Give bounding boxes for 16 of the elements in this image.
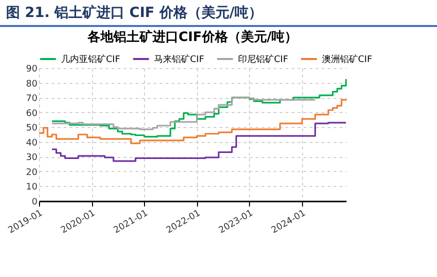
y-tick-label: 20 xyxy=(26,168,38,178)
legend-label: 几内亚铝矿CIF xyxy=(61,54,120,65)
y-tick-label: 30 xyxy=(26,153,38,164)
legend-label: 澳洲铝矿CIF xyxy=(322,54,372,65)
chart-subtitle: 各地铝土矿进口CIF价格（美元/吨） xyxy=(86,29,298,45)
legend-label: 印尼铝矿CIF xyxy=(238,54,288,65)
y-tick-label: 0 xyxy=(32,198,38,208)
y-tick-label: 10 xyxy=(26,182,38,193)
y-tick-label: 70 xyxy=(26,94,38,104)
y-tick-label: 40 xyxy=(26,138,38,148)
y-tick-label: 60 xyxy=(26,108,38,119)
y-tick-label: 80 xyxy=(26,79,38,90)
legend-label: 马来铝矿CIF xyxy=(154,54,204,65)
y-tick-label: 50 xyxy=(26,124,38,134)
y-tick-label: 90 xyxy=(26,64,38,74)
chart-title: 图 21. 铝土矿进口 CIF 价格（美元/吨） xyxy=(0,0,437,27)
